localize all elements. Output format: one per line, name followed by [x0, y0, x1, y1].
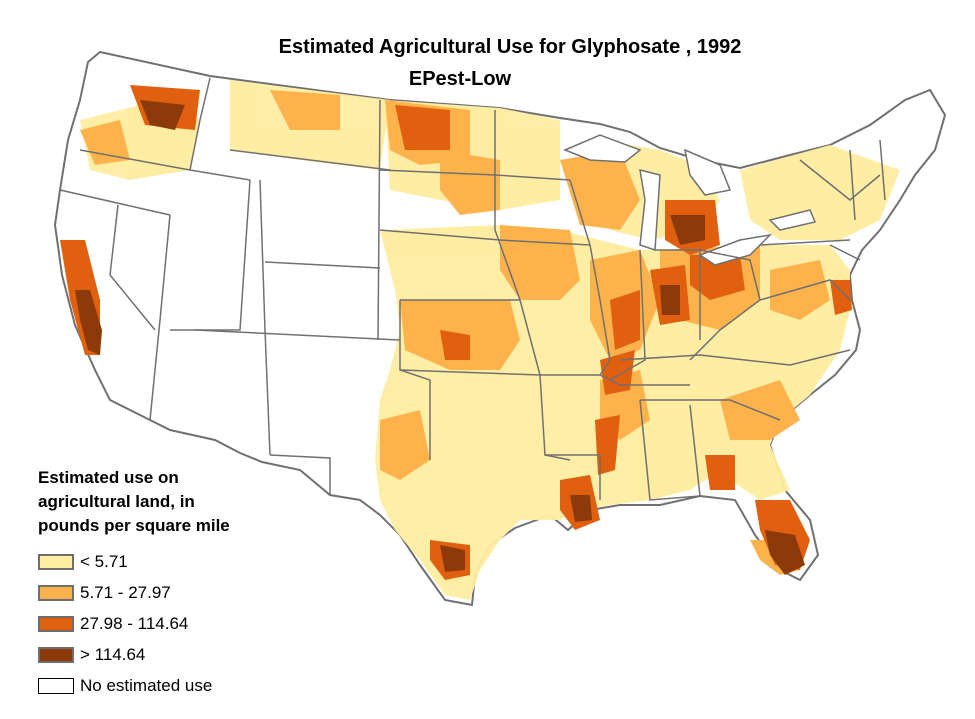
state-borders [59, 77, 886, 501]
legend-title-line: agricultural land, in [38, 492, 195, 511]
class-4-regions [75, 100, 805, 575]
map-subtitle: EPest-Low [408, 68, 512, 90]
legend: Estimated use on agricultural land, in p… [38, 466, 338, 695]
legend-title-line: pounds per square mile [38, 516, 230, 535]
legend-title-line: Estimated use on [38, 468, 179, 487]
legend-label: 5.71 - 27.97 [80, 583, 171, 602]
great-lakes [563, 134, 817, 266]
legend-label: > 114.64 [80, 645, 146, 664]
legend-label: < 5.71 [80, 552, 128, 571]
legend-swatch [38, 647, 74, 663]
legend-title: Estimated use on agricultural land, in p… [38, 466, 338, 538]
legend-swatch [38, 678, 74, 694]
legend-label: 27.98 - 114.64 [80, 614, 189, 633]
legend-swatch [38, 585, 74, 601]
legend-swatch [38, 616, 74, 632]
legend-swatch [38, 554, 74, 570]
legend-label: No estimated use [80, 676, 213, 695]
map-title: Estimated Agricultural Use for Glyphosat… [278, 36, 742, 58]
